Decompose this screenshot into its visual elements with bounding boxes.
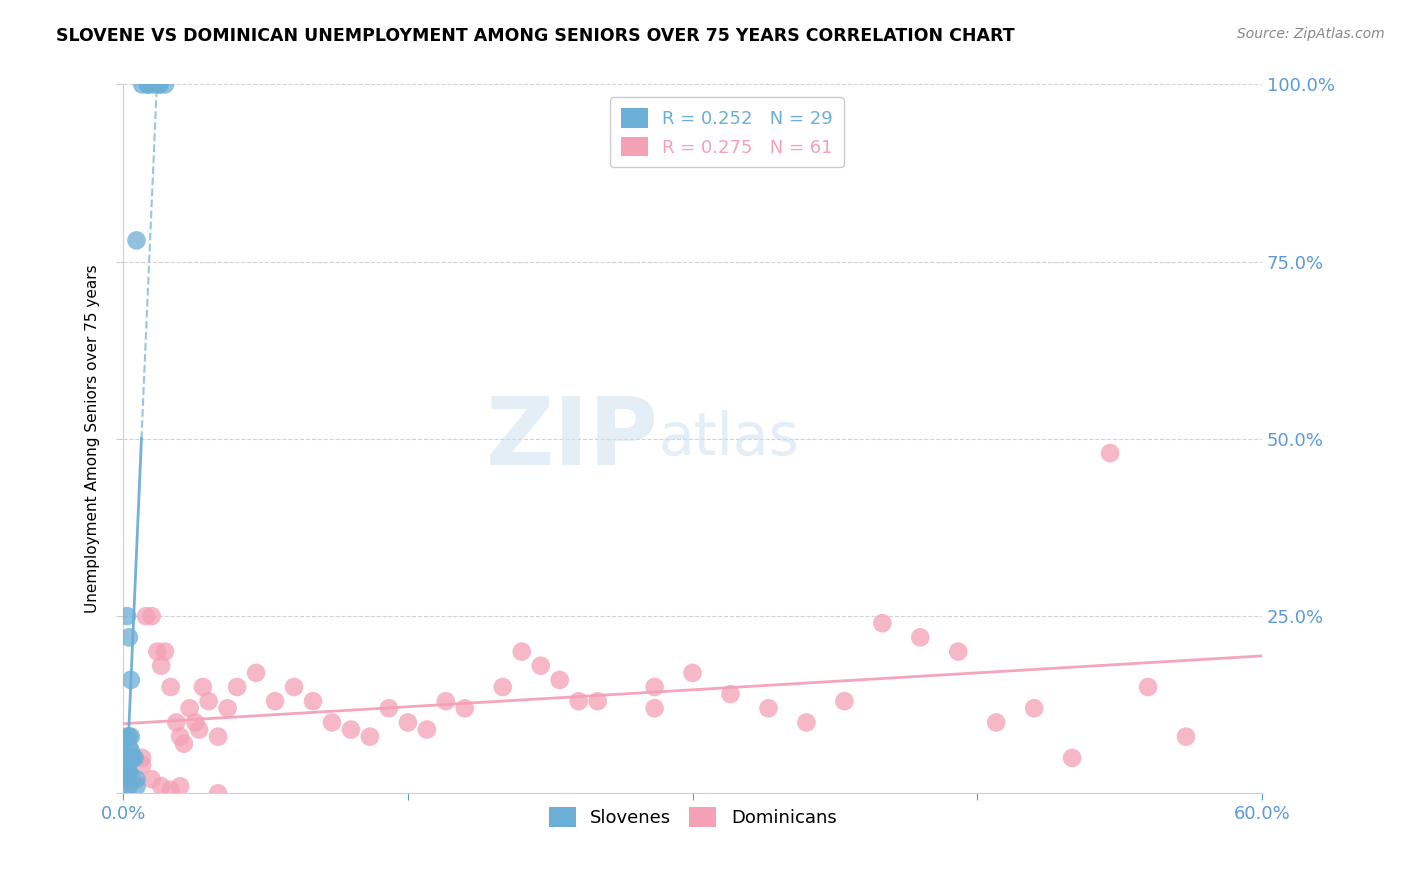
Point: [644, 680, 666, 694]
Point: [188, 723, 211, 737]
Y-axis label: Unemployment Among Seniors over 75 years: Unemployment Among Seniors over 75 years: [86, 265, 100, 613]
Point: [720, 687, 742, 701]
Point: [120, 730, 142, 744]
Point: [454, 701, 477, 715]
Point: [115, 609, 138, 624]
Point: [142, 78, 165, 92]
Point: [159, 782, 181, 797]
Point: [1062, 751, 1084, 765]
Point: [321, 715, 343, 730]
Point: [141, 772, 163, 787]
Point: [416, 723, 439, 737]
Point: [378, 701, 401, 715]
Point: [131, 751, 153, 765]
Point: [530, 658, 553, 673]
Point: [121, 772, 143, 787]
Text: ZIP: ZIP: [485, 392, 658, 485]
Point: [568, 694, 591, 708]
Point: [948, 644, 970, 658]
Point: [115, 758, 138, 772]
Point: [510, 644, 533, 658]
Point: [115, 730, 138, 744]
Point: [148, 78, 170, 92]
Point: [150, 779, 173, 793]
Point: [125, 779, 148, 793]
Point: [115, 772, 138, 787]
Point: [131, 78, 153, 92]
Point: [148, 78, 170, 92]
Point: [120, 751, 142, 765]
Point: [153, 644, 176, 658]
Point: [121, 751, 143, 765]
Point: [197, 694, 219, 708]
Legend: Slovenes, Dominicans: Slovenes, Dominicans: [541, 799, 844, 834]
Point: [1024, 701, 1046, 715]
Point: [302, 694, 325, 708]
Point: [115, 779, 138, 793]
Point: [146, 644, 169, 658]
Point: [150, 658, 173, 673]
Point: [1099, 446, 1122, 460]
Point: [986, 715, 1008, 730]
Point: [141, 609, 163, 624]
Point: [118, 779, 141, 793]
Point: [264, 694, 287, 708]
Point: [758, 701, 780, 715]
Point: [434, 694, 457, 708]
Point: [120, 673, 142, 687]
Text: Source: ZipAtlas.com: Source: ZipAtlas.com: [1237, 27, 1385, 41]
Point: [1175, 730, 1198, 744]
Text: atlas: atlas: [658, 410, 800, 467]
Point: [191, 680, 214, 694]
Point: [586, 694, 609, 708]
Point: [169, 730, 191, 744]
Point: [159, 680, 181, 694]
Point: [340, 723, 363, 737]
Point: [118, 765, 141, 780]
Point: [118, 730, 141, 744]
Point: [114, 765, 136, 780]
Point: [245, 665, 267, 680]
Point: [207, 730, 229, 744]
Point: [834, 694, 856, 708]
Point: [1137, 680, 1160, 694]
Point: [125, 234, 148, 248]
Point: [131, 758, 153, 772]
Text: SLOVENE VS DOMINICAN UNEMPLOYMENT AMONG SENIORS OVER 75 YEARS CORRELATION CHART: SLOVENE VS DOMINICAN UNEMPLOYMENT AMONG …: [56, 27, 1015, 45]
Point: [135, 609, 157, 624]
Point: [682, 665, 704, 680]
Point: [136, 78, 159, 92]
Point: [207, 786, 229, 800]
Point: [396, 715, 419, 730]
Point: [644, 701, 666, 715]
Point: [124, 751, 146, 765]
Point: [548, 673, 571, 687]
Point: [359, 730, 381, 744]
Point: [118, 765, 141, 780]
Point: [136, 78, 159, 92]
Point: [173, 737, 195, 751]
Point: [120, 744, 142, 758]
Point: [796, 715, 818, 730]
Point: [114, 733, 136, 747]
Point: [872, 616, 894, 631]
Point: [217, 701, 239, 715]
Point: [492, 680, 515, 694]
Point: [165, 715, 187, 730]
Point: [121, 751, 143, 765]
Point: [179, 701, 201, 715]
Point: [226, 680, 249, 694]
Point: [169, 779, 191, 793]
Point: [118, 631, 141, 645]
Point: [184, 715, 207, 730]
Point: [118, 740, 141, 755]
Point: [910, 631, 932, 645]
Point: [125, 772, 148, 787]
Point: [153, 78, 176, 92]
Point: [283, 680, 305, 694]
